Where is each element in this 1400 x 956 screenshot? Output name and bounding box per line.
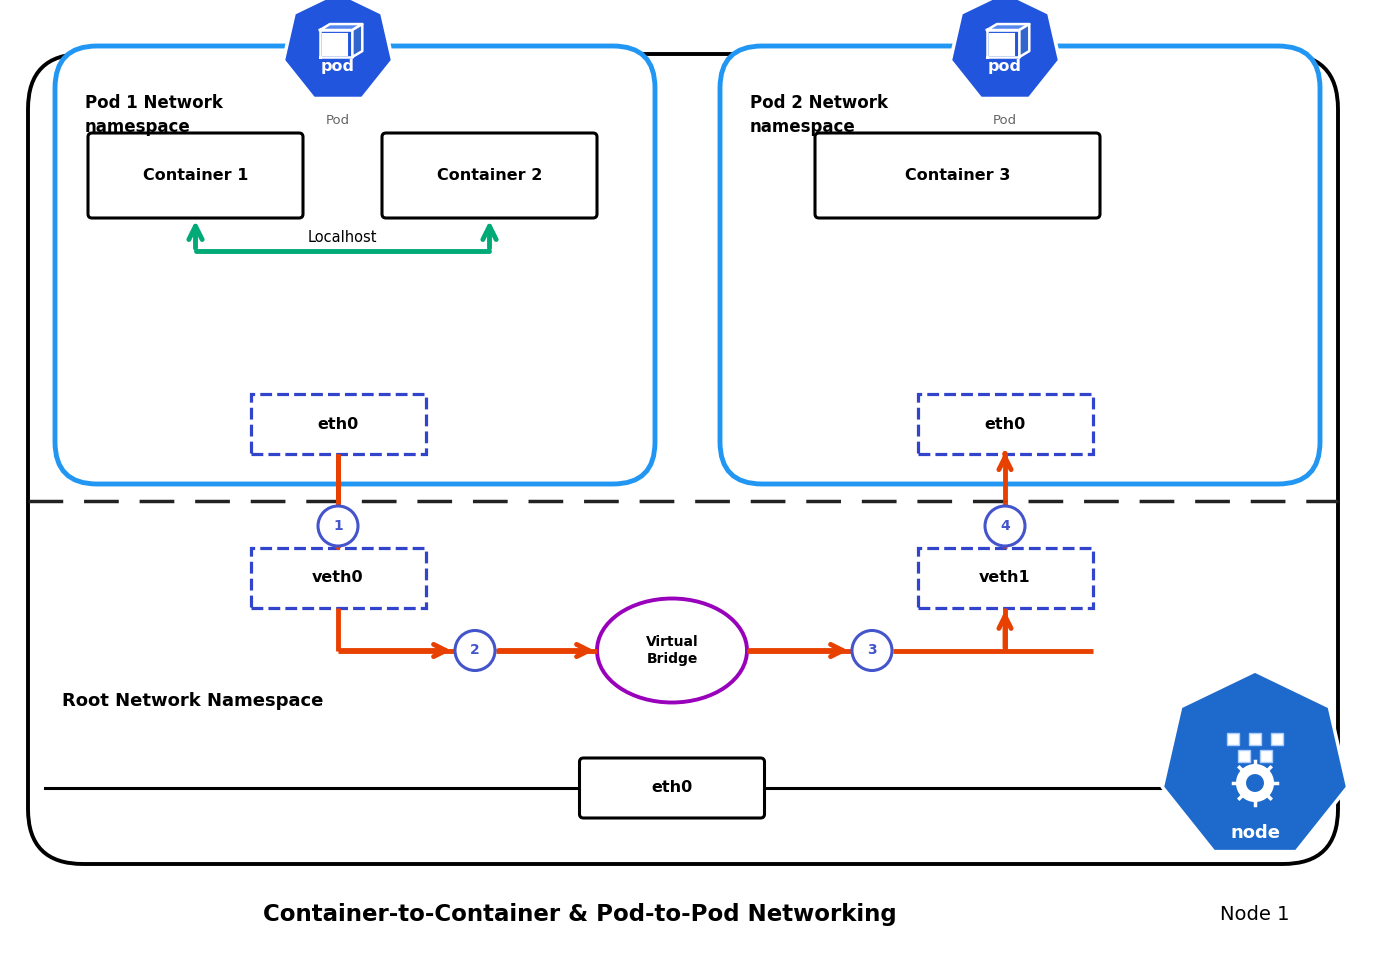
- Circle shape: [853, 631, 892, 670]
- FancyBboxPatch shape: [1271, 733, 1282, 745]
- FancyBboxPatch shape: [1249, 733, 1261, 745]
- Text: veth0: veth0: [312, 571, 364, 585]
- Text: Container 3: Container 3: [904, 168, 1011, 183]
- Text: Container 2: Container 2: [437, 168, 542, 183]
- FancyBboxPatch shape: [88, 133, 302, 218]
- FancyBboxPatch shape: [720, 46, 1320, 484]
- Text: eth0: eth0: [318, 417, 358, 431]
- Text: Pod 1 Network
namespace: Pod 1 Network namespace: [85, 94, 223, 136]
- Text: eth0: eth0: [651, 780, 693, 795]
- Text: Container-to-Container & Pod-to-Pod Networking: Container-to-Container & Pod-to-Pod Netw…: [263, 902, 897, 925]
- Circle shape: [455, 631, 496, 670]
- Text: 4: 4: [1000, 519, 1009, 533]
- FancyBboxPatch shape: [1238, 750, 1250, 762]
- Text: pod: pod: [988, 58, 1022, 74]
- Circle shape: [318, 506, 358, 546]
- Text: 3: 3: [867, 643, 876, 658]
- FancyBboxPatch shape: [323, 34, 347, 55]
- FancyBboxPatch shape: [251, 548, 426, 608]
- FancyBboxPatch shape: [382, 133, 596, 218]
- Polygon shape: [353, 24, 363, 57]
- Text: eth0: eth0: [984, 417, 1026, 431]
- FancyBboxPatch shape: [917, 394, 1092, 454]
- Polygon shape: [283, 0, 392, 98]
- Text: Container 1: Container 1: [143, 168, 248, 183]
- Text: Root Network Namespace: Root Network Namespace: [62, 692, 323, 710]
- Circle shape: [986, 506, 1025, 546]
- Polygon shape: [1162, 671, 1348, 852]
- FancyBboxPatch shape: [580, 758, 764, 818]
- Ellipse shape: [596, 598, 748, 703]
- Text: Pod: Pod: [326, 114, 350, 126]
- FancyBboxPatch shape: [1260, 750, 1273, 762]
- Polygon shape: [1019, 24, 1029, 57]
- Circle shape: [1238, 765, 1273, 801]
- Text: node: node: [1231, 824, 1280, 842]
- Text: veth1: veth1: [979, 571, 1030, 585]
- Text: Localhost: Localhost: [308, 230, 377, 245]
- Text: 2: 2: [470, 643, 480, 658]
- Text: Pod 2 Network
namespace: Pod 2 Network namespace: [750, 94, 888, 136]
- FancyBboxPatch shape: [815, 133, 1100, 218]
- FancyBboxPatch shape: [917, 548, 1092, 608]
- Text: 1: 1: [333, 519, 343, 533]
- Polygon shape: [951, 0, 1060, 98]
- Text: Node 1: Node 1: [1221, 904, 1289, 923]
- FancyBboxPatch shape: [251, 394, 426, 454]
- Polygon shape: [321, 24, 363, 30]
- Text: Pod: Pod: [993, 114, 1016, 126]
- Polygon shape: [987, 24, 1029, 30]
- Circle shape: [1245, 773, 1266, 793]
- Text: pod: pod: [321, 58, 356, 74]
- FancyBboxPatch shape: [1226, 733, 1239, 745]
- FancyBboxPatch shape: [28, 54, 1338, 864]
- FancyBboxPatch shape: [55, 46, 655, 484]
- Text: Virtual
Bridge: Virtual Bridge: [645, 635, 699, 666]
- FancyBboxPatch shape: [990, 34, 1014, 55]
